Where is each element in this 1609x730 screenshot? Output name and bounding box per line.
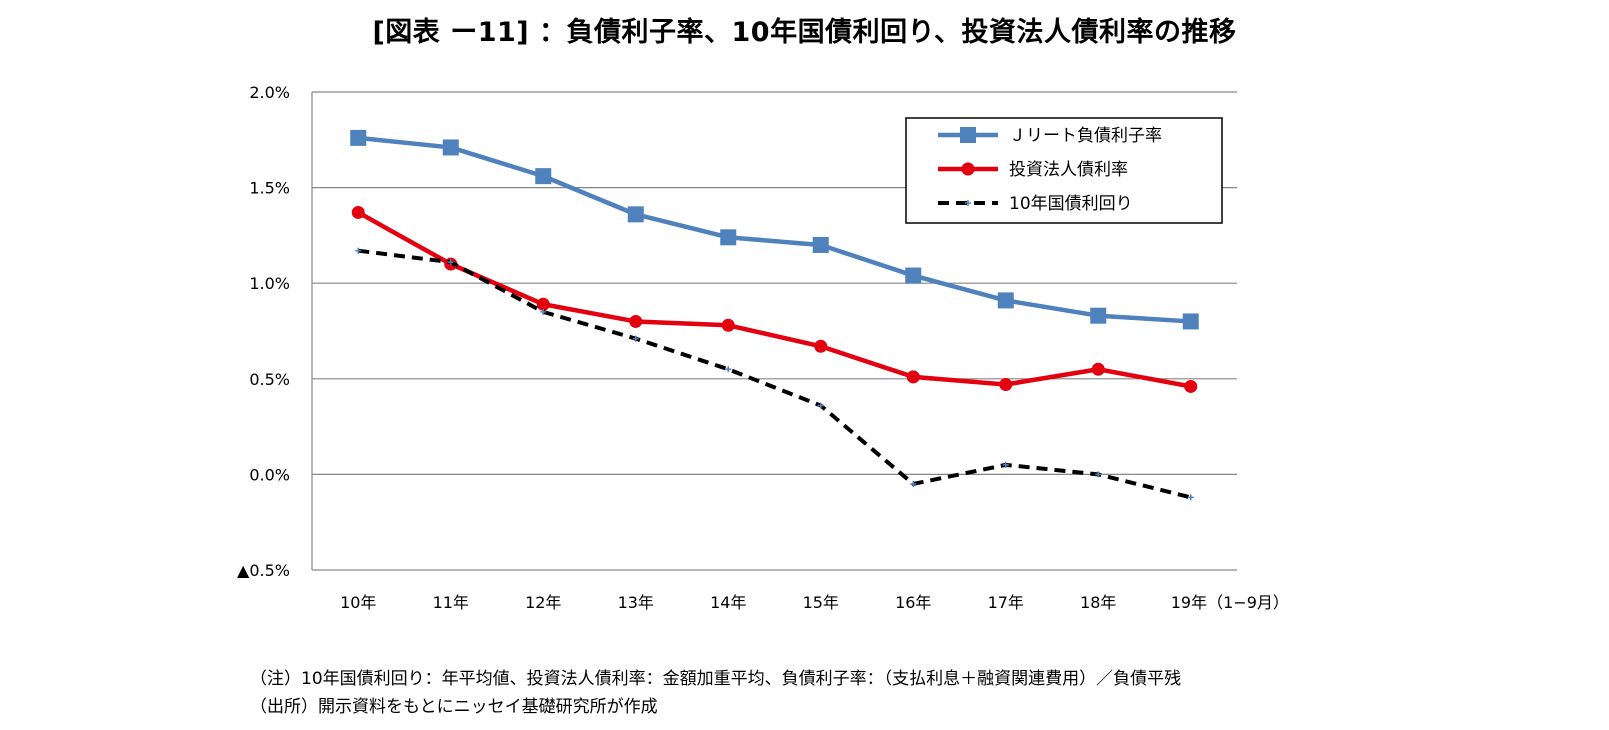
chart-title: [図表 ー11] ：負債利子率、10年国債利回り、投資法人債利率の推移 bbox=[372, 17, 1237, 48]
data-point bbox=[999, 378, 1013, 392]
x-tick-label: 17年 bbox=[988, 593, 1024, 612]
x-tick-label: 18年 bbox=[1080, 593, 1116, 612]
x-tick-label: 12年 bbox=[525, 593, 561, 612]
data-point bbox=[720, 229, 737, 246]
x-tick-label: 19年（1−9月） bbox=[1171, 593, 1289, 612]
legend-label: Ｊリート負債利子率 bbox=[1009, 126, 1162, 146]
legend-item: Ｊリート負債利子率 bbox=[938, 126, 1162, 146]
data-point bbox=[1091, 362, 1105, 376]
data-point bbox=[906, 370, 920, 384]
series-1 bbox=[350, 129, 1199, 330]
data-point bbox=[961, 162, 975, 176]
series-line bbox=[358, 135, 1191, 324]
data-point bbox=[627, 206, 644, 223]
x-tick-label: 15年 bbox=[803, 593, 839, 612]
legend-item: 投資法人債利率 bbox=[938, 160, 1128, 180]
data-point bbox=[910, 480, 917, 487]
data-point bbox=[817, 402, 824, 409]
data-point bbox=[997, 292, 1014, 309]
data-point bbox=[632, 335, 639, 342]
series-line bbox=[358, 248, 1192, 500]
data-point bbox=[447, 259, 454, 266]
data-point bbox=[536, 297, 550, 311]
y-tick-label: 0.0% bbox=[249, 465, 290, 484]
data-point bbox=[814, 339, 828, 353]
data-point bbox=[1182, 313, 1199, 330]
data-point bbox=[355, 247, 362, 254]
data-point bbox=[442, 139, 459, 156]
x-tick-label: 11年 bbox=[433, 593, 469, 612]
series-2 bbox=[351, 205, 1198, 393]
data-point bbox=[1090, 307, 1107, 324]
legend-label: 投資法人債利率 bbox=[1009, 160, 1128, 180]
x-tick-label: 14年 bbox=[710, 593, 746, 612]
legend-label: 10年国債利回り bbox=[1009, 194, 1133, 214]
data-point bbox=[905, 267, 922, 284]
data-point bbox=[629, 314, 643, 328]
legend-item: 10年国債利回り bbox=[938, 194, 1133, 214]
y-tick-label: ▲0.5% bbox=[237, 561, 290, 580]
series-line bbox=[357, 210, 1192, 389]
data-point bbox=[965, 200, 971, 206]
y-tick-label: 1.5% bbox=[249, 179, 290, 198]
data-point bbox=[725, 366, 732, 373]
data-point bbox=[350, 129, 367, 146]
y-tick-label: 2.0% bbox=[249, 83, 290, 102]
data-point bbox=[812, 236, 829, 253]
data-point bbox=[1187, 494, 1194, 501]
data-point bbox=[535, 168, 552, 185]
data-point bbox=[1002, 461, 1009, 468]
chart-source: （出所）開示資料をもとにニッセイ基礎研究所が作成 bbox=[250, 697, 658, 717]
chart-note: （注）10年国債利回り：年平均値、投資法人債利率：金額加重平均、負債利子率：（支… bbox=[250, 669, 1182, 689]
data-point bbox=[540, 308, 547, 315]
series-3 bbox=[355, 247, 1194, 501]
data-point bbox=[351, 205, 365, 219]
data-point bbox=[721, 318, 735, 332]
x-tick-label: 13年 bbox=[618, 593, 654, 612]
data-point bbox=[1095, 471, 1102, 478]
x-tick-label: 10年 bbox=[340, 593, 376, 612]
y-tick-label: 1.0% bbox=[249, 274, 290, 293]
y-tick-label: 0.5% bbox=[249, 370, 290, 389]
x-tick-label: 16年 bbox=[895, 593, 931, 612]
data-point bbox=[1184, 379, 1198, 393]
data-point bbox=[960, 127, 976, 143]
